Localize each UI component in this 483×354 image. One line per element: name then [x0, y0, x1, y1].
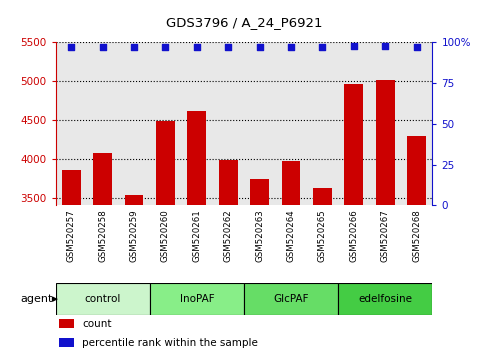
Text: GSM520257: GSM520257	[67, 209, 76, 262]
Text: GSM520260: GSM520260	[161, 209, 170, 262]
Bar	[187, 112, 206, 354]
Bar	[150, 283, 244, 315]
Point	[193, 45, 201, 50]
Bar	[244, 283, 338, 315]
Bar	[407, 136, 426, 354]
Text: GlcPAF: GlcPAF	[273, 294, 309, 304]
Point	[382, 43, 389, 48]
Bar	[93, 153, 112, 354]
Point	[130, 45, 138, 50]
Text: control: control	[85, 294, 121, 304]
Bar	[219, 160, 238, 354]
Text: GSM520262: GSM520262	[224, 209, 233, 262]
Bar	[376, 80, 395, 354]
Text: GSM520266: GSM520266	[349, 209, 358, 262]
Point	[68, 45, 75, 50]
Bar	[313, 188, 332, 354]
Bar	[282, 161, 300, 354]
Point	[224, 45, 232, 50]
Text: edelfosine: edelfosine	[358, 294, 412, 304]
Bar	[250, 179, 269, 354]
Text: GSM520264: GSM520264	[286, 209, 296, 262]
Bar	[156, 121, 175, 354]
Bar	[125, 195, 143, 354]
Text: agent: agent	[21, 294, 53, 304]
Bar	[56, 283, 150, 315]
Bar	[59, 319, 74, 327]
Bar	[62, 170, 81, 354]
Point	[256, 45, 264, 50]
Bar	[338, 283, 432, 315]
Text: percentile rank within the sample: percentile rank within the sample	[82, 338, 258, 348]
Text: count: count	[82, 319, 112, 329]
Point	[287, 45, 295, 50]
Text: InoPAF: InoPAF	[180, 294, 214, 304]
Text: GSM520259: GSM520259	[129, 209, 139, 262]
Text: GSM520261: GSM520261	[192, 209, 201, 262]
Text: GSM520263: GSM520263	[255, 209, 264, 262]
Point	[350, 43, 357, 48]
Text: GSM520268: GSM520268	[412, 209, 421, 262]
Bar	[344, 84, 363, 354]
Text: GSM520267: GSM520267	[381, 209, 390, 262]
Text: GSM520265: GSM520265	[318, 209, 327, 262]
Text: GSM520258: GSM520258	[98, 209, 107, 262]
Bar	[59, 338, 74, 347]
Text: GDS3796 / A_24_P6921: GDS3796 / A_24_P6921	[166, 16, 322, 29]
Point	[319, 45, 327, 50]
Point	[99, 45, 107, 50]
Point	[161, 45, 170, 50]
Point	[412, 45, 420, 50]
